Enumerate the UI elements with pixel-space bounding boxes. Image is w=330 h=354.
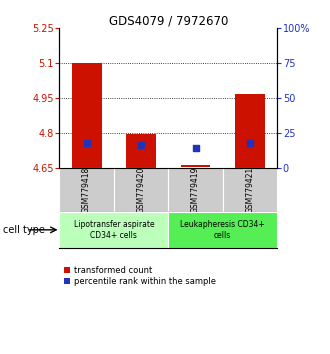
Text: GSM779419: GSM779419 [191, 167, 200, 213]
Text: cell type: cell type [3, 225, 45, 235]
Bar [168, 212, 277, 248]
Point [138, 142, 144, 148]
Text: GSM779418: GSM779418 [82, 167, 91, 213]
Legend: transformed count, percentile rank within the sample: transformed count, percentile rank withi… [64, 266, 215, 286]
Bar [72, 63, 102, 168]
Text: Leukapheresis CD34+
cells: Leukapheresis CD34+ cells [181, 220, 265, 240]
Title: GDS4079 / 7972670: GDS4079 / 7972670 [109, 14, 228, 27]
Bar [126, 134, 156, 168]
Point [193, 145, 198, 150]
Bar [181, 165, 211, 167]
Bar [59, 168, 114, 212]
Bar [223, 168, 277, 212]
Bar [114, 168, 168, 212]
Bar [59, 212, 168, 248]
Text: GSM779420: GSM779420 [137, 167, 146, 213]
Bar [168, 168, 223, 212]
Text: Lipotransfer aspirate
CD34+ cells: Lipotransfer aspirate CD34+ cells [74, 220, 154, 240]
Point [247, 140, 252, 146]
Bar [235, 94, 265, 168]
Text: GSM779421: GSM779421 [246, 167, 254, 213]
Point [84, 140, 89, 146]
